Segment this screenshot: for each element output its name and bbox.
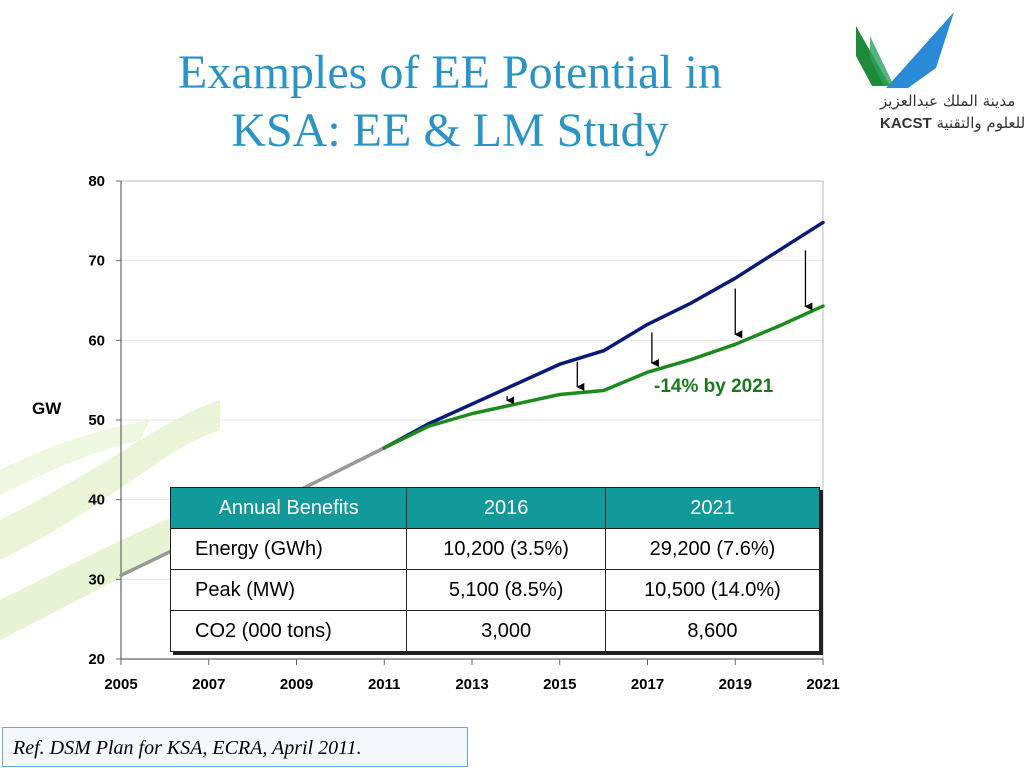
table-header-2021: 2021: [604, 487, 821, 529]
x-tick-label: 2007: [192, 676, 225, 693]
title-line-1: Examples of EE Potential in: [178, 46, 722, 99]
table-cell: 3,000: [406, 610, 606, 652]
x-tick-label: 2017: [631, 676, 664, 693]
kacst-logo: [856, 12, 954, 88]
logo-arabic-line-2: KACST للعلوم والتقنية: [880, 114, 1024, 132]
slide-title: Examples of EE Potential in KSA: EE & LM…: [60, 44, 840, 160]
x-tick-label: 2013: [455, 676, 488, 693]
x-tick-label: 2005: [104, 676, 137, 693]
table-header-annual-benefits: Annual Benefits: [169, 487, 408, 529]
table-header-2016: 2016: [406, 487, 606, 529]
table-cell: 8,600: [604, 610, 821, 652]
reduction-annotation: -14% by 2021: [654, 376, 774, 397]
x-tick-label: 2019: [719, 676, 752, 693]
x-tick-label: 2009: [280, 676, 313, 693]
logo-arabic-line-2-text: للعلوم والتقنية: [936, 114, 1024, 132]
x-tick-label: 2015: [543, 676, 576, 693]
y-tick-label: 60: [88, 332, 105, 349]
baseline-line: [382, 220, 825, 450]
table-row: Energy (GWh) 10,200 (3.5%) 29,200 (7.6%): [169, 528, 821, 570]
y-tick-label: 40: [88, 492, 105, 509]
y-tick-label: 70: [88, 253, 105, 270]
x-tick-label: 2011: [368, 676, 401, 693]
table-cell: CO2 (000 tons): [169, 610, 408, 652]
reduction-arrows: [506, 250, 813, 405]
table-cell: 29,200 (7.6%): [604, 528, 821, 570]
ee-case-line: [382, 304, 825, 450]
title-line-2: KSA: EE & LM Study: [231, 104, 669, 157]
y-tick-label: 20: [88, 651, 105, 668]
axes: [120, 181, 824, 665]
table-cell: 10,500 (14.0%): [604, 569, 821, 611]
y-axis-label: GW: [32, 399, 62, 418]
logo-abbr: KACST: [880, 115, 932, 132]
reference-note: Ref. DSM Plan for KSA, ECRA, April 2011.: [2, 727, 468, 767]
table-cell: 10,200 (3.5%): [406, 528, 606, 570]
table-row: CO2 (000 tons) 3,000 8,600: [169, 610, 821, 652]
table-cell: Energy (GWh): [169, 528, 408, 570]
y-tick-label: 80: [88, 173, 105, 190]
annual-benefits-table: Annual Benefits 2016 2021 Energy (GWh) 1…: [169, 487, 821, 652]
y-tick-labels: 20 30 40 50 60 70 80: [88, 173, 105, 668]
x-tick-label: 2021: [806, 676, 839, 693]
table-header-row: Annual Benefits 2016 2021: [169, 487, 821, 529]
y-tick-label: 50: [88, 412, 105, 429]
table-cell: 5,100 (8.5%): [406, 569, 606, 611]
y-tick-label: 30: [88, 571, 105, 588]
x-tick-labels: 2005 2007 2009 2011 2013 2015 2017 2019 2021: [104, 676, 839, 693]
logo-arabic-line-1: مدينة الملك عبدالعزيز: [880, 92, 1016, 110]
table-row: Peak (MW) 5,100 (8.5%) 10,500 (14.0%): [169, 569, 821, 611]
table-cell: Peak (MW): [169, 569, 408, 611]
